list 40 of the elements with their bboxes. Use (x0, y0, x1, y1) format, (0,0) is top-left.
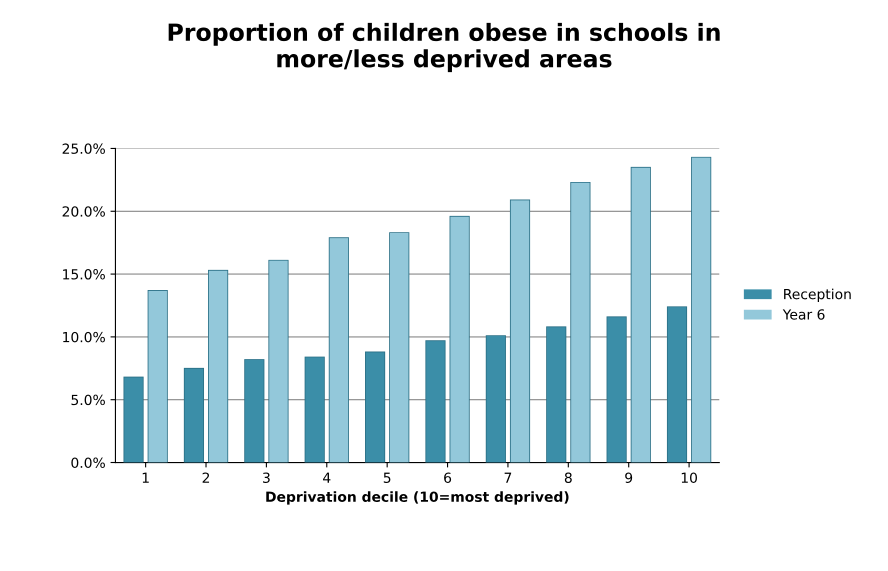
bar (510, 200, 530, 463)
x-tick-label: 1 (142, 472, 149, 483)
bar (666, 306, 688, 463)
y-tick-label: 5.0% (72, 394, 105, 406)
x-tick-label: 10 (682, 472, 697, 483)
x-tick-label: 6 (444, 472, 452, 483)
bar (691, 156, 712, 463)
y-tick-label: 15.0% (63, 269, 105, 280)
bar (389, 232, 410, 463)
x-axis-title: Deprivation decile (10=most deprived) (266, 491, 569, 505)
chart-title: Proportion of children obese in schools in more/less deprived areas (168, 22, 720, 72)
bar (304, 356, 325, 463)
bar (486, 335, 506, 463)
y-tick-label: 20.0% (62, 206, 105, 217)
bar (123, 376, 144, 463)
x-tick-label: 5 (384, 472, 390, 483)
bar (630, 166, 651, 463)
bar (570, 182, 590, 463)
bar (244, 359, 264, 463)
bar (208, 270, 228, 463)
bar (425, 340, 446, 463)
bar (450, 216, 470, 463)
bar (606, 316, 627, 463)
legend-label: Year 6 (782, 309, 825, 320)
y-tick-label: 0.0% (71, 457, 105, 468)
bar (328, 237, 349, 463)
x-tick-label: 3 (263, 472, 270, 483)
x-tick-label: 8 (564, 472, 572, 483)
x-tick-label: 4 (323, 472, 330, 483)
bar (365, 352, 386, 463)
y-tick-label: 10.0% (63, 332, 105, 342)
bar (148, 290, 168, 463)
x-tick-label: 2 (202, 472, 210, 483)
legend-label: Reception (784, 288, 851, 302)
bar (268, 260, 289, 463)
bar (184, 368, 204, 463)
y-tick-label: 25.0% (62, 143, 105, 154)
x-tick-label: 7 (504, 472, 512, 483)
bar (546, 326, 566, 463)
x-tick-label: 9 (625, 472, 632, 483)
